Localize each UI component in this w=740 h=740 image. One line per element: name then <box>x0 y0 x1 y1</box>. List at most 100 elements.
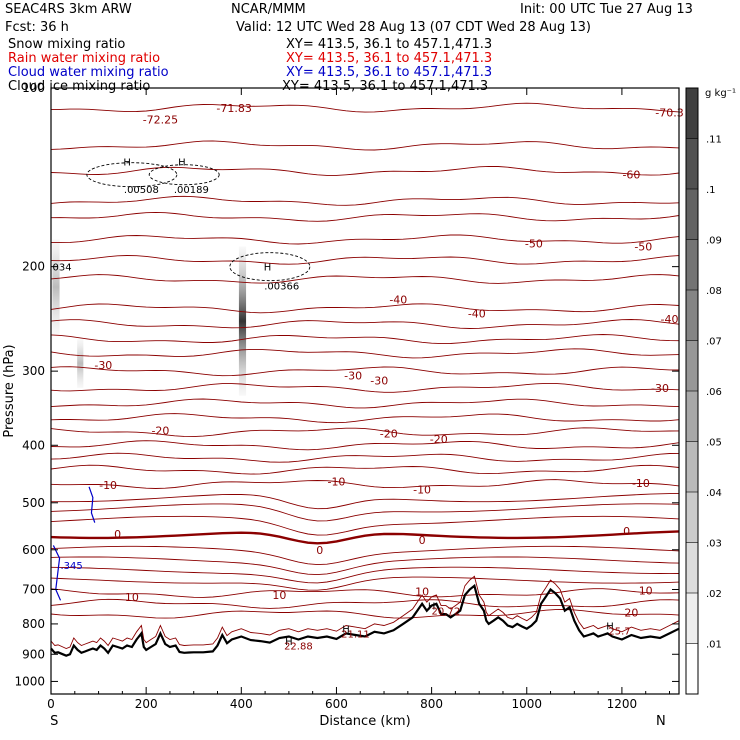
isotherm-label: -30 <box>344 369 362 382</box>
extremum-label: H <box>428 602 436 613</box>
isotherm-line <box>50 566 680 584</box>
extremum-label: .034 <box>49 263 71 274</box>
colorbar-swatch <box>686 290 698 341</box>
isotherm-label: -71.83 <box>216 102 251 115</box>
isotherm-line <box>50 479 680 489</box>
colorbar-swatch <box>686 492 698 543</box>
isotherm-label: -20 <box>151 425 169 438</box>
field-name-cloud-ice: Cloud ice mixing ratio <box>8 79 151 94</box>
extremum-label: H <box>264 263 272 274</box>
isotherm-label: -20 <box>380 427 398 440</box>
colorbar-tick-label: .09 <box>706 236 722 247</box>
isotherm-line <box>50 319 680 329</box>
field-name-rain: Rain water mixing ratio <box>8 51 161 66</box>
cloud-water-contour <box>52 545 62 601</box>
colorbar-swatch <box>686 542 698 593</box>
y-tick-label: 200 <box>22 260 45 274</box>
y-tick-label: 100 <box>22 81 45 95</box>
colorbar-swatch <box>686 88 698 139</box>
y-tick-label: 400 <box>22 438 45 452</box>
isotherm-label: -30 <box>370 374 388 387</box>
colorbar-tick-label: .04 <box>706 488 722 499</box>
isotherm-line <box>50 334 680 345</box>
isotherm-line <box>50 234 680 245</box>
snow-shading-core <box>238 246 247 396</box>
colorbar-tick-label: .07 <box>706 337 722 348</box>
init-time: Init: 00 UTC Tue 27 Aug 13 <box>520 2 693 17</box>
colorbar-swatch <box>686 441 698 492</box>
isotherm-line <box>50 576 680 591</box>
isotherm-label: -40 <box>468 308 486 321</box>
x-tick-label: 600 <box>325 697 348 711</box>
center-label: NCAR/MMM <box>231 2 306 17</box>
extremum-label: H <box>123 157 131 168</box>
isotherm-label: -10 <box>327 475 345 488</box>
isotherm-label: 0 <box>316 544 323 557</box>
isotherm-label: 10 <box>125 591 139 604</box>
isotherm-label: -50 <box>634 241 652 254</box>
y-tick-label: 600 <box>22 543 45 557</box>
isotherm-label: 0 <box>419 534 426 547</box>
y-tick-label: 500 <box>22 496 45 510</box>
field-xy-cloud-ice: XY= 413.5, 36.1 to 457.1,471.3 <box>282 79 489 94</box>
end-label-right: N <box>656 714 666 729</box>
colorbar-swatch <box>686 593 698 644</box>
colorbar-tick-label: .02 <box>706 589 722 600</box>
colorbar: .01 .02 .03 .04 .05 .06 .07 .08 .09 .1 .11 g kg⁻¹ <box>685 87 736 695</box>
colorbar-tick-label: .03 <box>706 539 722 550</box>
extremum-label: H <box>178 157 186 168</box>
zero-isotherm-line <box>50 530 680 545</box>
colorbar-swatch <box>686 643 698 694</box>
isotherm-line <box>50 102 680 113</box>
isotherm-line <box>50 165 680 176</box>
field-xy-cloud-water: XY= 413.5, 36.1 to 457.1,471.3 <box>286 65 493 80</box>
colorbar-tick-label: .1 <box>706 185 716 196</box>
isotherm-line <box>50 211 680 222</box>
field-xy-rain: XY= 413.5, 36.1 to 457.1,471.3 <box>286 51 493 66</box>
isotherm-line <box>50 452 680 463</box>
valid-time: Valid: 12 UTC Wed 28 Aug 13 (07 CDT Wed … <box>236 20 591 35</box>
colorbar-swatch <box>686 189 698 240</box>
isotherm-label: -72.25 <box>143 113 178 126</box>
x-tick-label: 1200 <box>607 697 638 711</box>
colorbar-tick-label: .11 <box>706 135 722 146</box>
colorbar-tick-label: .05 <box>706 438 722 449</box>
isotherm-line <box>50 255 680 265</box>
colorbar-tick-label: .01 <box>706 640 722 651</box>
field-name-snow: Snow mixing ratio <box>8 37 126 52</box>
terrain-line <box>50 583 680 657</box>
isotherm-line <box>51 492 680 510</box>
colorbar-swatch <box>686 239 698 290</box>
isotherm-line <box>50 382 680 393</box>
isotherm-line <box>50 464 680 475</box>
y-axis-label: Pressure (hPa) <box>2 344 17 437</box>
isotherm-line <box>50 515 680 536</box>
x-axis-label: Distance (km) <box>319 714 410 729</box>
snow-mixing-contour <box>229 252 311 282</box>
isotherm-line <box>50 140 680 151</box>
isotherm-label: -40 <box>661 313 679 326</box>
colorbar-tick-label: .08 <box>706 286 722 297</box>
cloud-water-contour <box>88 486 96 523</box>
isotherm-label: -70.3 <box>655 107 683 120</box>
isotherm-label: 10 <box>415 585 429 598</box>
x-tick-label: 1000 <box>511 697 542 711</box>
extremum-label: H <box>606 622 614 633</box>
isotherm-label: 0 <box>623 525 630 538</box>
colorbar-swatch <box>686 138 698 189</box>
y-tick-label: 700 <box>22 583 45 597</box>
isotherm-label: -30 <box>651 382 669 395</box>
extremum-label: .00366 <box>264 281 299 292</box>
x-tick-label: 0 <box>47 697 55 711</box>
isotherm-line <box>50 609 680 619</box>
isotherm-label: -40 <box>389 293 407 306</box>
colorbar-tick-label: .06 <box>706 387 722 398</box>
isotherm-label: 0 <box>114 528 121 541</box>
isotherm-line <box>50 427 680 438</box>
isotherm-line <box>50 556 680 576</box>
field-xy-snow: XY= 413.5, 36.1 to 457.1,471.3 <box>286 37 493 52</box>
isotherm-line <box>50 366 680 377</box>
near-surface-isotherm <box>50 575 680 649</box>
